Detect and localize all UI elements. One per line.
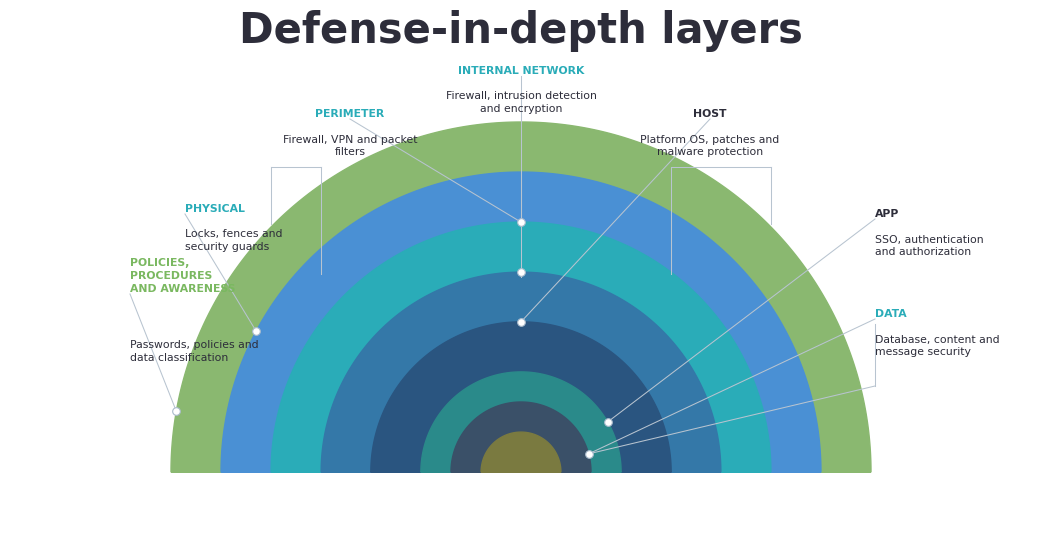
Polygon shape — [451, 402, 591, 472]
Polygon shape — [481, 432, 561, 472]
Text: APP: APP — [875, 209, 899, 219]
Polygon shape — [321, 272, 721, 472]
Text: Locks, fences and
security guards: Locks, fences and security guards — [185, 229, 282, 252]
Polygon shape — [271, 222, 771, 472]
Text: SSO, authentication
and authorization: SSO, authentication and authorization — [875, 234, 984, 257]
Polygon shape — [171, 122, 871, 472]
Text: POLICIES,
PROCEDURES
AND AWARENESS: POLICIES, PROCEDURES AND AWARENESS — [130, 258, 235, 294]
Text: INTERNAL NETWORK: INTERNAL NETWORK — [457, 66, 585, 76]
Text: DATA: DATA — [875, 309, 907, 319]
Text: Firewall, intrusion detection
and encryption: Firewall, intrusion detection and encryp… — [446, 91, 596, 114]
Text: Database, content and
message security: Database, content and message security — [875, 335, 999, 357]
Text: Firewall, VPN and packet
filters: Firewall, VPN and packet filters — [282, 135, 417, 157]
Text: PERIMETER: PERIMETER — [316, 109, 384, 119]
Text: HOST: HOST — [693, 109, 726, 119]
Polygon shape — [371, 322, 671, 472]
Text: Defense-in-depth layers: Defense-in-depth layers — [239, 10, 803, 52]
Text: Platform OS, patches and
malware protection: Platform OS, patches and malware protect… — [641, 135, 779, 157]
Text: Passwords, policies and
data classification: Passwords, policies and data classificat… — [130, 341, 258, 363]
Text: PHYSICAL: PHYSICAL — [185, 204, 245, 214]
Polygon shape — [421, 372, 621, 472]
Polygon shape — [221, 172, 821, 472]
